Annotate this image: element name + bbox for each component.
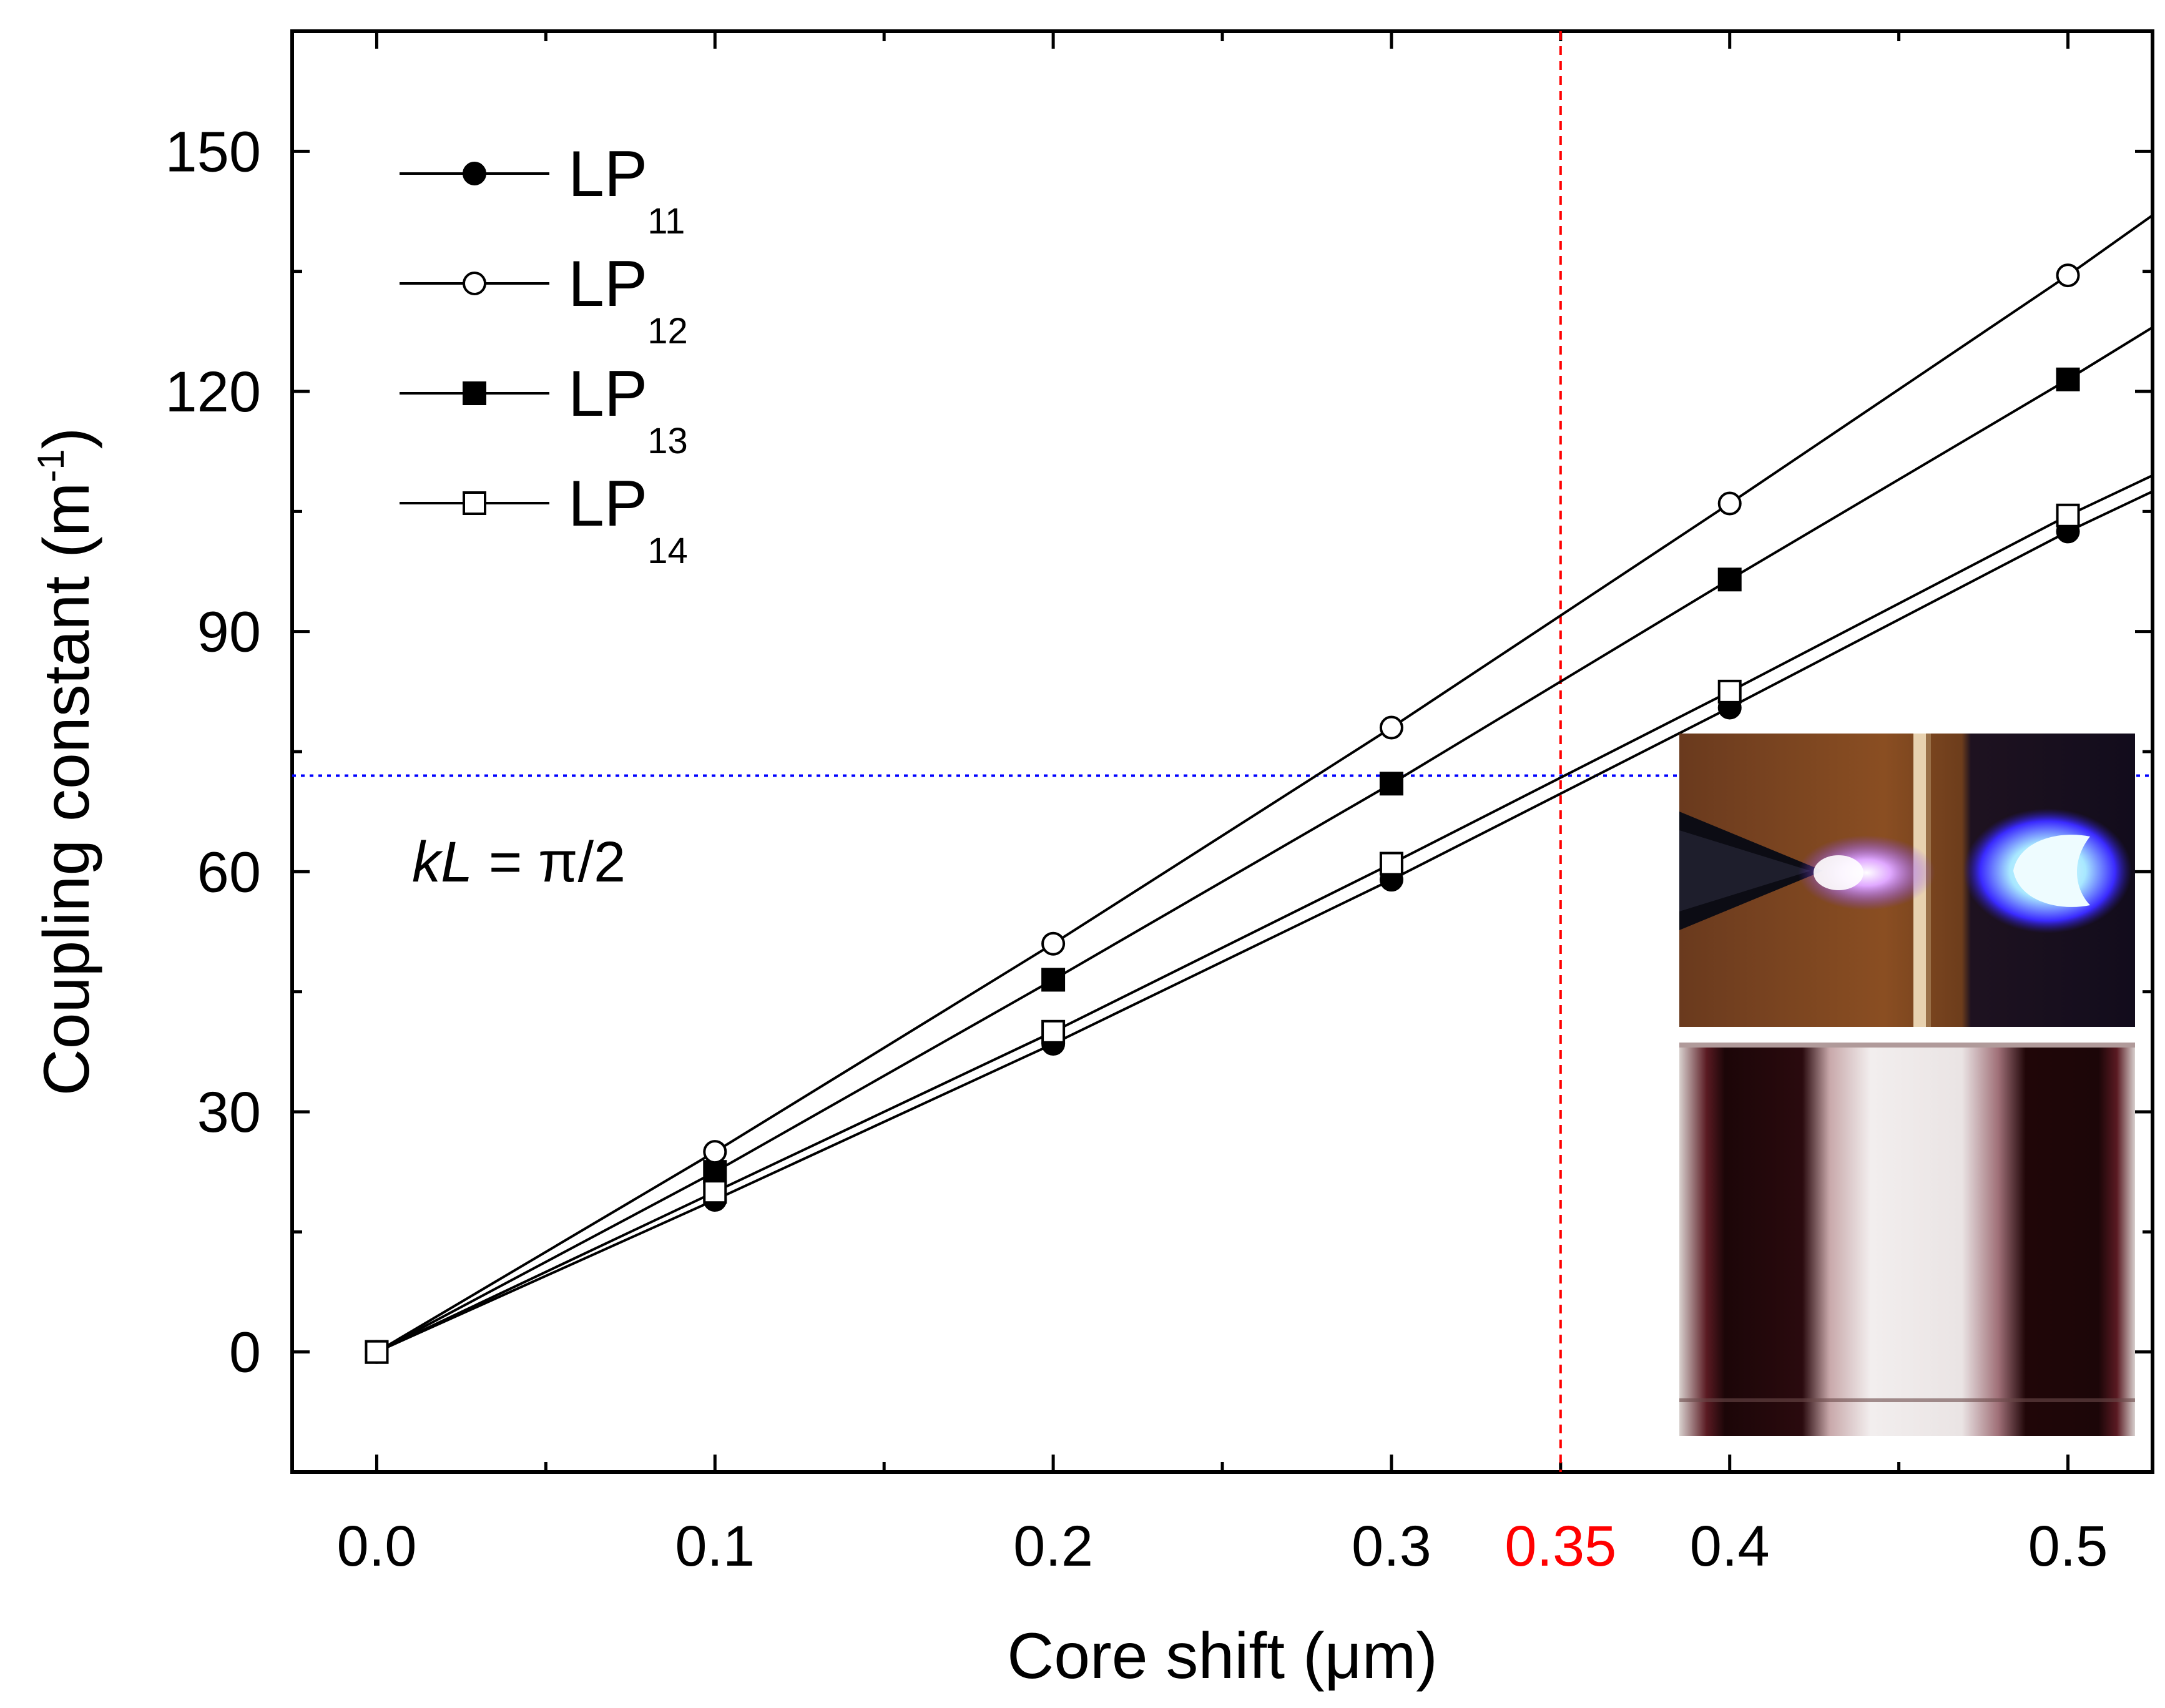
point-lp14 <box>365 1340 389 1364</box>
x-tick-label: 0.2 <box>1013 1514 1093 1578</box>
inset-plasma-photo <box>1679 734 2135 1027</box>
point-lp13 <box>1041 968 1066 992</box>
kl-annotation-italic: kL <box>412 830 473 894</box>
point-lp14 <box>1041 1019 1066 1044</box>
kl-annotation: kL = π/2 <box>412 830 626 894</box>
point-lp13 <box>2056 367 2080 391</box>
legend-label-lp14: LP14 <box>568 468 688 571</box>
point-lp13 <box>1379 772 1403 796</box>
point-lp12 <box>1041 931 1066 956</box>
y-tick-label: 120 <box>165 360 262 424</box>
y-axis-title-close: ) <box>31 428 103 449</box>
y-axis-title-sup: -1 <box>30 449 72 482</box>
point-lp14 <box>2056 503 2080 528</box>
y-axis: 0 30 60 90 120 150 <box>165 120 2153 1385</box>
point-lp12 <box>1379 715 1403 740</box>
y-tick-label: 30 <box>197 1081 261 1144</box>
x-axis-title: Core shift (μm) <box>1007 1620 1438 1692</box>
x-axis: 0.0 0.1 0.2 0.3 0.4 0.5 0.35 <box>337 31 2108 1578</box>
legend-label-lp13: LP13 <box>568 358 688 461</box>
kl-annotation-rest: = π/2 <box>473 830 626 894</box>
y-tick-label: 60 <box>197 840 261 904</box>
y-axis-title-main: Coupling constant (m <box>31 483 103 1096</box>
legend-marker-lp13 <box>463 381 486 405</box>
point-lp14 <box>1379 852 1403 876</box>
y-axis-title: Coupling constant (m-1) <box>30 428 103 1096</box>
point-lp12 <box>2056 263 2080 288</box>
point-lp14 <box>1717 679 1742 704</box>
point-lp13 <box>703 1160 727 1184</box>
y-tick-label: 0 <box>229 1321 261 1385</box>
series-layer <box>365 214 2153 1364</box>
point-lp12 <box>703 1140 727 1164</box>
legend-marker-lp11 <box>463 162 486 185</box>
x-tick-label: 0.4 <box>1690 1514 1770 1578</box>
x-tick-label: 0.0 <box>337 1514 417 1578</box>
inset-images <box>1679 734 2135 1436</box>
legend-label-lp11: LP11 <box>568 138 685 242</box>
x-tick-label: 0.1 <box>675 1514 755 1578</box>
inset-fiber-photo <box>1679 1043 2135 1436</box>
point-lp14 <box>703 1180 727 1204</box>
x-tick-label: 0.5 <box>2028 1514 2108 1578</box>
y-tick-label: 150 <box>165 120 262 184</box>
y-tick-label: 90 <box>197 601 261 664</box>
legend-marker-lp14 <box>463 491 486 515</box>
x-tick-label: 0.3 <box>1352 1514 1431 1578</box>
point-lp13 <box>1717 567 1742 592</box>
point-lp12 <box>1717 491 1742 516</box>
legend-marker-lp12 <box>463 272 486 295</box>
vline-tick-label: 0.35 <box>1505 1514 1616 1578</box>
legend-label-lp12: LP12 <box>568 248 688 351</box>
